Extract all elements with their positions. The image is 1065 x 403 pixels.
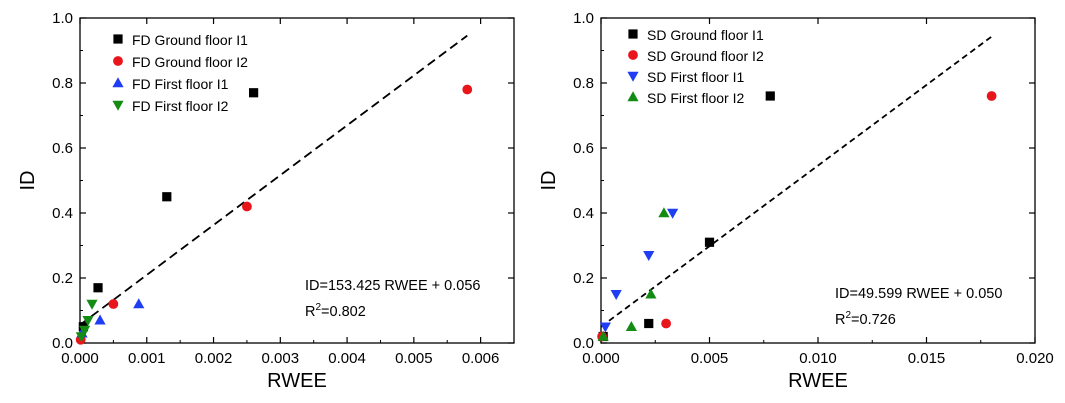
data-point xyxy=(667,208,679,219)
x-tick-label: 0.015 xyxy=(908,350,946,367)
x-tick-label: 0.020 xyxy=(1016,350,1054,367)
series-4 xyxy=(75,299,98,343)
y-tick-label: 0.8 xyxy=(573,75,594,92)
y-tick-label: 0.6 xyxy=(573,140,594,157)
legend-marker xyxy=(112,100,124,111)
data-point xyxy=(661,318,671,329)
y-tick-label: 0.0 xyxy=(573,335,594,352)
x-tick-label: 0.001 xyxy=(128,350,166,367)
legend-label: SD Ground floor I1 xyxy=(647,27,764,43)
legend-marker xyxy=(112,77,124,88)
data-point xyxy=(86,299,98,310)
data-point xyxy=(645,288,657,299)
fit-line xyxy=(79,34,468,326)
data-point xyxy=(597,330,609,341)
r-squared: R2=0.726 xyxy=(835,310,896,328)
y-tick-label: 0.0 xyxy=(52,335,73,352)
data-point xyxy=(462,84,473,95)
chart-panel-1: 0.000 0.001 0.002 0.003 0.004 0.005 0.006 0.0 0.… xyxy=(17,10,515,392)
x-tick-label: 0.000 xyxy=(61,350,99,367)
x-tick-label: 0.006 xyxy=(462,350,500,367)
legend-marker xyxy=(113,34,123,44)
chart-panel-2: 0.000 0.005 0.010 0.015 0.020 0.0 0.2 0.4 0.6 0.8… xyxy=(538,10,1054,392)
fit-line xyxy=(600,35,993,328)
y-tick-label: 0.6 xyxy=(52,140,73,157)
data-point xyxy=(82,316,94,327)
x-tick-label: 0.005 xyxy=(691,350,729,367)
legend: SD Ground floor I1 SD Ground floor I2 SD F… xyxy=(627,27,764,106)
data-point xyxy=(658,207,670,218)
r-squared-base: R xyxy=(835,312,845,328)
data-point xyxy=(643,251,655,262)
legend-marker xyxy=(627,71,639,82)
y-tick-label: 0.2 xyxy=(52,270,73,287)
legend-marker xyxy=(628,50,638,60)
data-point xyxy=(704,237,715,247)
r-squared-sup: 2 xyxy=(845,310,851,321)
data-point xyxy=(242,201,252,212)
data-point xyxy=(162,192,172,202)
y-tick-label: 0.8 xyxy=(52,75,73,92)
data-point xyxy=(249,88,259,98)
x-tick-label: 0.004 xyxy=(328,350,366,367)
legend-label: FD Ground floor I2 xyxy=(132,54,248,70)
series-2 xyxy=(597,91,997,342)
r-squared-value: =0.726 xyxy=(851,312,896,328)
series-3 xyxy=(599,208,679,333)
legend-label: FD First floor I1 xyxy=(132,76,229,92)
r-squared-base: R xyxy=(305,304,315,320)
x-tick-label: 0.000 xyxy=(582,350,620,367)
r-squared-sup: 2 xyxy=(315,302,321,313)
legend-label: SD Ground floor I2 xyxy=(647,48,764,64)
legend: FD Ground floor I1 FD Ground floor I2 FD F… xyxy=(112,32,248,114)
data-point xyxy=(108,299,119,309)
fit-equation: ID=49.599 RWEE + 0.050 xyxy=(835,286,1002,302)
fit-equation: ID=153.425 RWEE + 0.056 xyxy=(305,278,480,294)
series-1 xyxy=(78,88,259,332)
y-tick-label: 0.4 xyxy=(52,205,73,222)
data-point xyxy=(644,318,654,329)
legend-marker xyxy=(628,29,638,39)
data-point xyxy=(986,91,997,101)
data-point xyxy=(133,298,145,309)
y-tick-label: 0.2 xyxy=(573,270,594,287)
y-tick-label: 0.4 xyxy=(573,205,594,222)
x-tick-label: 0.010 xyxy=(799,350,837,367)
legend-label: SD First floor I1 xyxy=(647,69,744,85)
y-tick-label: 1.0 xyxy=(573,10,594,27)
x-axis-title: RWEE xyxy=(788,370,848,392)
y-axis-title: ID xyxy=(17,171,39,191)
r-squared-value: =0.802 xyxy=(321,304,366,320)
data-point xyxy=(599,322,611,333)
data-point xyxy=(610,290,622,301)
x-axis-title: RWEE xyxy=(267,370,327,392)
legend-label: FD Ground floor I1 xyxy=(132,32,248,48)
x-tick-label: 0.005 xyxy=(395,350,433,367)
legend-marker xyxy=(113,56,123,66)
legend-marker xyxy=(627,91,639,102)
y-axis-title: ID xyxy=(538,171,560,191)
series-4 xyxy=(597,207,670,341)
data-point xyxy=(93,283,103,293)
x-tick-label: 0.002 xyxy=(195,350,233,367)
r-squared: R2=0.802 xyxy=(305,302,366,320)
x-tick-label: 0.003 xyxy=(262,350,300,367)
data-point xyxy=(94,314,106,325)
data-point xyxy=(765,91,775,101)
data-point xyxy=(79,325,91,336)
legend-label: SD First floor I2 xyxy=(647,90,744,106)
data-point xyxy=(625,320,637,331)
y-tick-label: 1.0 xyxy=(52,10,73,27)
legend-label: FD First floor I2 xyxy=(132,98,229,114)
